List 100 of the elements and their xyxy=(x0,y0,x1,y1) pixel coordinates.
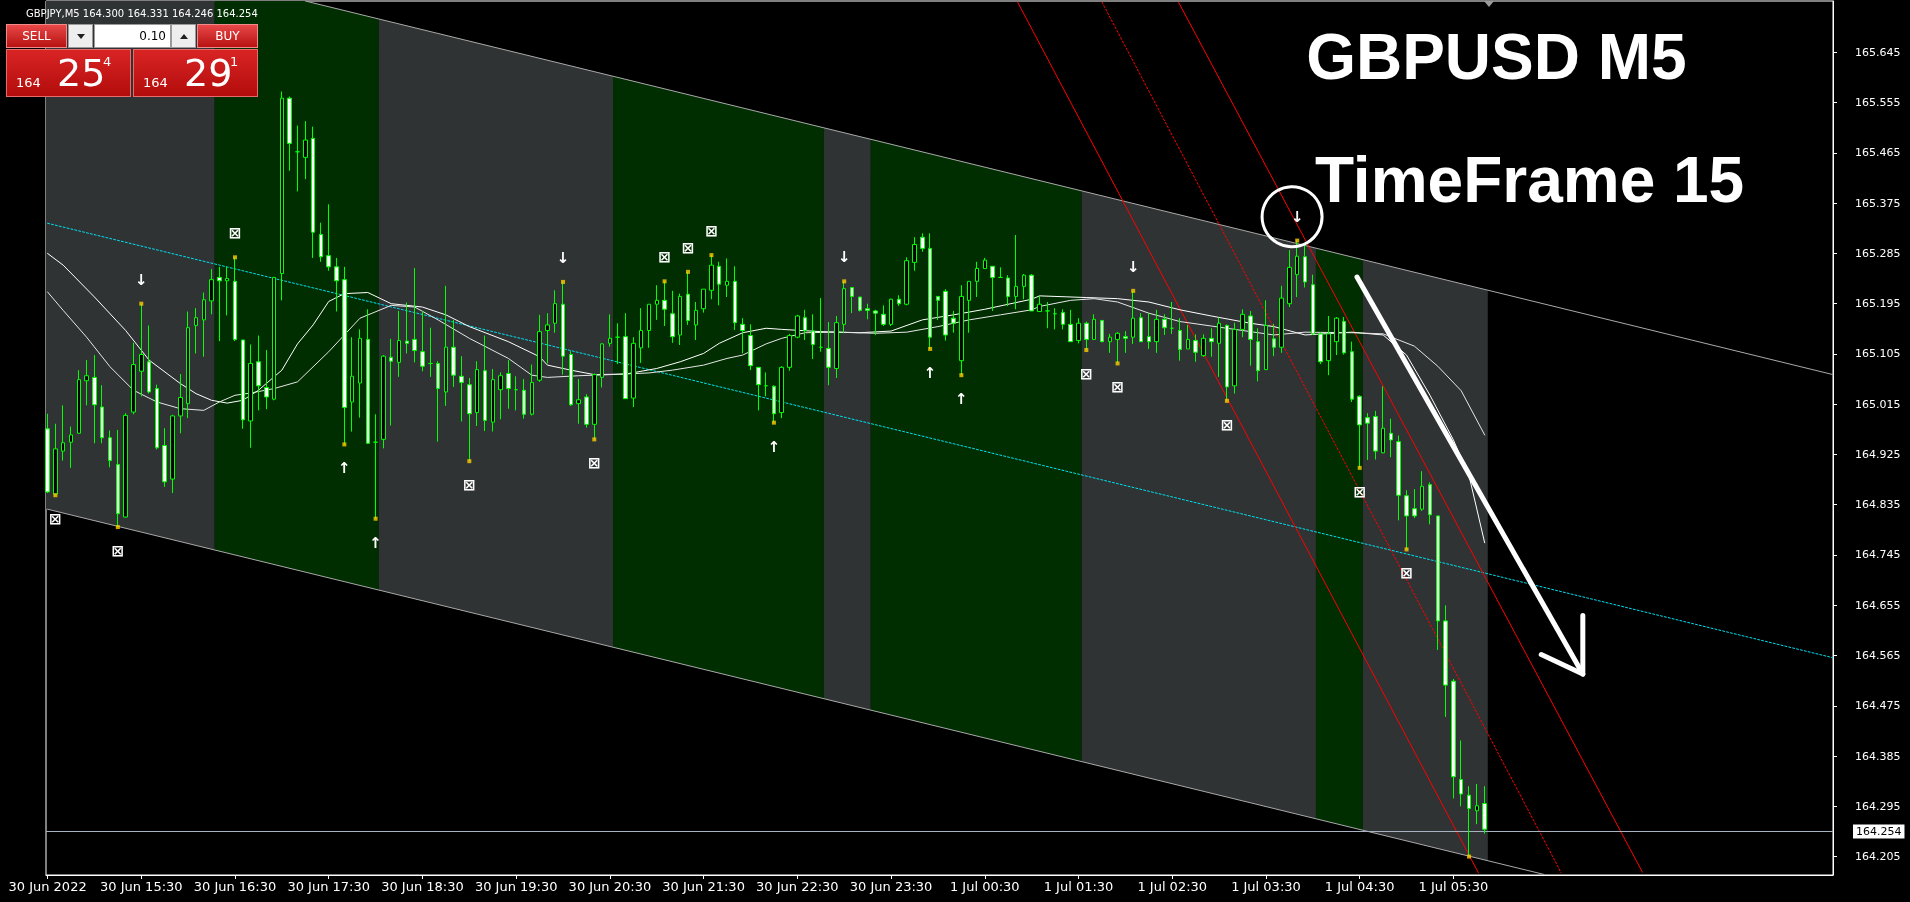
candlestick xyxy=(779,365,784,419)
candlestick xyxy=(342,266,347,445)
candlestick xyxy=(1318,331,1323,365)
candlestick xyxy=(725,257,729,298)
candlestick xyxy=(412,267,417,363)
sell-button: SELL xyxy=(6,24,67,48)
candlestick xyxy=(717,261,721,306)
candlestick xyxy=(592,373,597,440)
candlestick xyxy=(1451,678,1456,799)
candlestick xyxy=(576,378,581,425)
candlestick xyxy=(694,301,698,341)
point xyxy=(959,373,964,378)
point xyxy=(709,253,714,258)
candlestick xyxy=(1459,739,1463,807)
candlestick xyxy=(397,310,401,378)
annotation: ↓ xyxy=(1290,207,1304,226)
y-tick-label: 165.015 xyxy=(1855,397,1901,411)
candlestick xyxy=(1108,333,1112,354)
candlestick xyxy=(389,338,393,426)
y-tick-label: 165.195 xyxy=(1855,297,1901,311)
candlestick xyxy=(1381,385,1385,454)
point xyxy=(842,279,847,284)
buy-button: BUY xyxy=(197,24,258,48)
candlestick xyxy=(943,288,948,342)
annotation: ⊠ xyxy=(1220,415,1234,434)
y-tick-label: 165.465 xyxy=(1855,146,1901,160)
candlestick xyxy=(1373,410,1378,460)
candlestick xyxy=(967,280,971,334)
candlestick xyxy=(615,322,620,365)
candlestick xyxy=(803,309,807,341)
candlestick xyxy=(1295,240,1299,298)
point xyxy=(1224,398,1229,403)
candlestick xyxy=(319,222,323,263)
y-tick-label: 165.645 xyxy=(1855,45,1901,59)
candlestick xyxy=(444,285,448,407)
candlestick xyxy=(69,426,73,469)
candlestick xyxy=(420,310,425,372)
candlestick xyxy=(506,359,511,410)
annotation: ⊠ xyxy=(658,248,671,267)
candlestick xyxy=(787,333,792,372)
price-box: 164 29$^{1}$ xyxy=(133,49,258,97)
candlestick xyxy=(1076,317,1081,344)
candlestick xyxy=(936,295,940,321)
candlestick xyxy=(959,284,964,376)
candlestick xyxy=(202,292,206,358)
x-tick-label: 1 Jul 04:30 xyxy=(1324,879,1395,894)
candlestick xyxy=(170,414,175,494)
candlestick xyxy=(1178,317,1182,362)
y-tick-label: 164.835 xyxy=(1855,498,1901,512)
candlestick xyxy=(561,281,565,376)
point xyxy=(342,442,347,447)
x-tick-label: 1 Jul 02:30 xyxy=(1137,879,1208,894)
candlestick xyxy=(537,314,542,383)
candlestick xyxy=(428,327,433,378)
point xyxy=(1404,547,1409,552)
candlestick xyxy=(733,265,737,331)
candlestick xyxy=(678,293,682,346)
candlestick xyxy=(100,384,104,444)
point xyxy=(139,301,144,306)
candlestick xyxy=(295,125,300,192)
candlestick xyxy=(639,307,643,364)
x-tick-label: 30 Jun 23:30 xyxy=(849,879,933,894)
point xyxy=(1357,465,1362,470)
candlestick xyxy=(381,354,386,449)
x-tick-label: 30 Jun 21:30 xyxy=(662,879,745,894)
candlestick xyxy=(1342,316,1346,356)
annotation: ⊠ xyxy=(1353,482,1366,501)
candlestick xyxy=(623,312,628,400)
candlestick xyxy=(686,271,690,326)
point xyxy=(53,493,58,498)
candlestick xyxy=(358,328,362,419)
point xyxy=(233,255,238,260)
annotation: ⊠ xyxy=(705,222,718,241)
y-tick-label: 164.295 xyxy=(1855,799,1901,813)
x-tick-label: 30 Jun 17:30 xyxy=(287,879,371,894)
candlestick xyxy=(826,321,831,386)
candlestick xyxy=(819,297,823,353)
candlestick xyxy=(873,309,878,336)
candlestick xyxy=(467,377,472,462)
candlestick xyxy=(1217,317,1221,378)
candlestick xyxy=(1092,313,1096,341)
candlestick xyxy=(1123,330,1128,354)
candlestick xyxy=(53,423,58,496)
candlestick xyxy=(1084,321,1089,351)
annotation: ↑ xyxy=(955,390,968,409)
candlestick xyxy=(1287,249,1292,308)
candlestick xyxy=(772,384,776,424)
annotation: ⊠ xyxy=(49,510,62,529)
x-tick-label: 30 Jun 20:30 xyxy=(568,879,652,894)
y-tick-label: 164.655 xyxy=(1855,598,1901,612)
candlestick xyxy=(209,268,214,315)
annotation: ↓ xyxy=(1126,257,1140,276)
x-tick-label: 30 Jun 2022 xyxy=(8,879,87,894)
candlestick xyxy=(326,203,331,272)
candlestick xyxy=(865,303,870,320)
candlestick xyxy=(889,298,893,327)
point xyxy=(373,516,378,521)
candlestick xyxy=(1186,324,1190,350)
candlestick xyxy=(904,256,909,306)
candlestick xyxy=(1436,515,1440,651)
